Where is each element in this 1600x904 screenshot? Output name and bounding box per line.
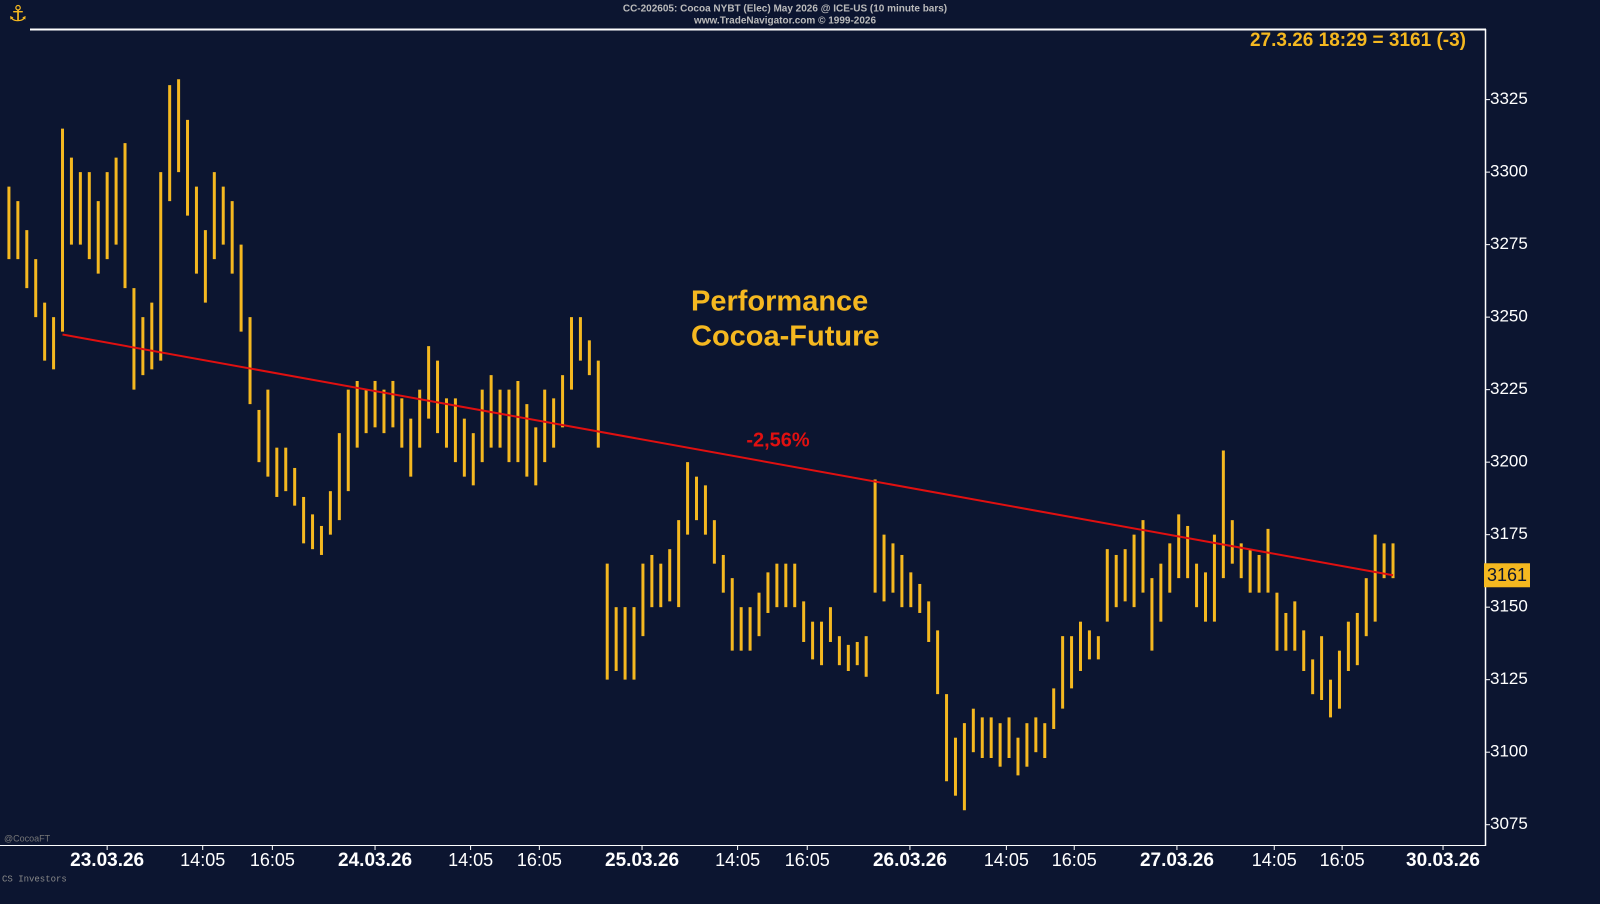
trendline [62, 333, 1394, 577]
y-tick-label: 3200 [1490, 452, 1528, 471]
y-tick-label: 3275 [1490, 234, 1528, 253]
x-tick-label: 16:05 [1052, 850, 1097, 870]
y-tick-label: 3175 [1490, 524, 1528, 543]
x-tick-label: 16:05 [250, 850, 295, 870]
chart-subtitle: www.TradeNavigator.com © 1999-2026 [693, 16, 877, 27]
y-tick-label: 3250 [1490, 307, 1528, 326]
x-tick-label: 16:05 [785, 850, 830, 870]
x-tick-label: 23.03.26 [70, 850, 144, 871]
watermark: @CocoaFT [4, 833, 51, 843]
x-tick-label: 14:05 [984, 850, 1029, 870]
y-tick-label: 3225 [1490, 379, 1528, 398]
logo: ⚓ [8, 1, 28, 26]
x-tick-label: 26.03.26 [873, 850, 947, 871]
y-tick-label: 3150 [1490, 597, 1528, 616]
annotation: Cocoa-Future [691, 321, 880, 353]
y-tick-label: 3325 [1490, 89, 1528, 108]
x-tick-label: 16:05 [517, 850, 562, 870]
x-tick-label: 14:05 [448, 850, 493, 870]
y-tick-label: 3300 [1490, 162, 1528, 181]
last-price-tag [1484, 563, 1530, 588]
x-tick-label: 16:05 [1320, 850, 1365, 870]
x-tick-label: 30.03.26 [1406, 850, 1480, 871]
x-tick-label: 14:05 [715, 850, 760, 870]
x-tick-label: 14:05 [180, 850, 225, 870]
annotation: Performance [691, 286, 868, 318]
chart-title: CC-202605: Cocoa NYBT (Elec) May 2026 @ … [623, 4, 947, 15]
x-tick-label: 27.03.26 [1140, 850, 1214, 871]
x-tick-label: 14:05 [1252, 850, 1297, 870]
x-tick-label: 25.03.26 [605, 850, 679, 871]
x-tick-label: 24.03.26 [338, 850, 412, 871]
last-label: 27.3.26 18:29 = 3161 (-3) [1250, 30, 1466, 51]
y-tick-label: 3075 [1490, 814, 1528, 833]
last-price-label: 3161 [1487, 565, 1527, 585]
y-tick-label: 3125 [1490, 669, 1528, 688]
y-tick-label: 3100 [1490, 742, 1528, 761]
footer: CS Investors [2, 874, 67, 884]
trendline-label: -2,56% [746, 429, 810, 451]
